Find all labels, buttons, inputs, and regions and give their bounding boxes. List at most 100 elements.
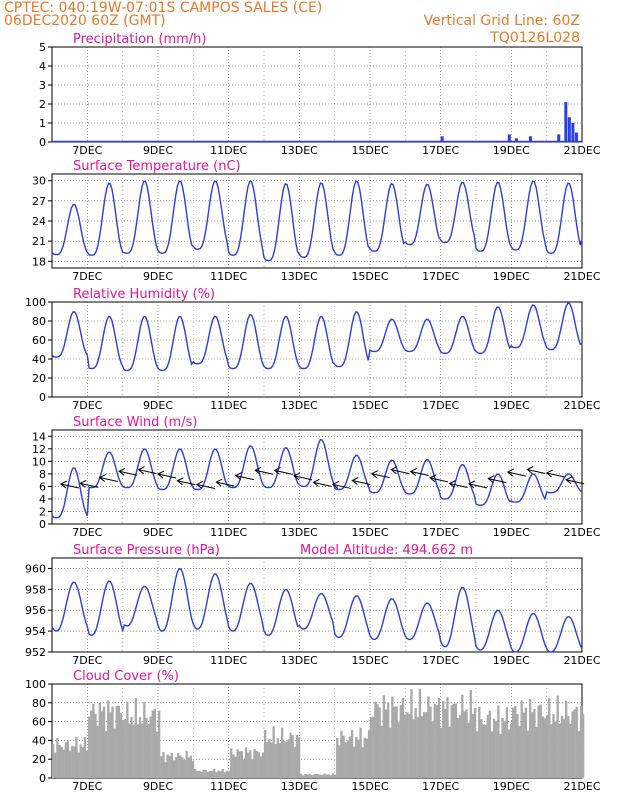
panel-1-y-tick-label: 5 xyxy=(39,41,46,54)
cloud-bar xyxy=(319,774,322,778)
cloud-bar xyxy=(117,705,121,778)
cloud-bar xyxy=(200,771,203,778)
panel-4-x-tick-label: 7DEC xyxy=(72,526,102,539)
panel-6-x-tick-label: 17DEC xyxy=(422,780,459,793)
cloud-bar xyxy=(211,770,214,778)
cloud-bar xyxy=(242,759,246,778)
cloud-bar xyxy=(58,744,61,778)
precip-bar xyxy=(529,136,532,142)
cloud-bar xyxy=(136,724,140,778)
panel-1-title: Precipitation (mm/h) xyxy=(73,32,206,47)
cloud-bar xyxy=(304,773,307,778)
cloud-bar xyxy=(386,702,390,778)
cloud-bar xyxy=(151,710,154,778)
cloud-bar xyxy=(512,707,515,778)
cloud-bar xyxy=(102,706,106,778)
cloud-bar xyxy=(380,725,383,778)
cloud-bar xyxy=(105,730,108,778)
cloud-bar xyxy=(522,712,525,778)
panel-3-x-tick-label: 15DEC xyxy=(351,399,388,412)
cloud-bar xyxy=(442,700,445,778)
station-header: CPTEC: 040:19W-07:01S CAMPOS SALES (CE) xyxy=(4,0,322,16)
panel-4-frame xyxy=(51,429,583,525)
panel-3-y-tick-label: 20 xyxy=(32,372,46,385)
cloud-bar xyxy=(518,726,521,778)
cloud-bar xyxy=(287,739,290,778)
panel-2-x-tick-label: 15DEC xyxy=(351,270,388,283)
panel-3-y-tick-label: 80 xyxy=(32,315,46,328)
cloud-bar xyxy=(543,718,547,778)
cloud-bar xyxy=(73,746,76,778)
cloud-bar xyxy=(134,698,137,778)
panel-4-y-tick-label: 10 xyxy=(32,455,46,468)
cloud-bar xyxy=(408,713,411,778)
cloud-bar xyxy=(293,746,296,778)
panel-6-y-tick-label: 80 xyxy=(32,697,46,710)
cloud-bar xyxy=(365,738,369,778)
cloud-bar xyxy=(183,760,186,778)
cloud-bar xyxy=(312,774,316,778)
wind-arrow xyxy=(410,471,429,476)
cloud-bar xyxy=(562,718,566,778)
cloud-bar xyxy=(172,760,176,778)
panel-4-series-line xyxy=(51,438,583,519)
cloud-bar xyxy=(359,727,362,778)
cloud-bar xyxy=(300,773,303,778)
panel-4-x-tick-label: 15DEC xyxy=(351,526,388,539)
cloud-bar xyxy=(509,723,513,778)
cloud-bar xyxy=(268,739,271,778)
wind-arrow xyxy=(332,483,352,489)
cloud-bar xyxy=(236,749,239,778)
cloud-bar xyxy=(406,712,409,778)
cloud-bar xyxy=(560,715,564,778)
cloud-bar xyxy=(259,756,263,778)
wind-arrow-head xyxy=(234,472,242,480)
cloud-bar xyxy=(223,772,227,778)
cloud-bar xyxy=(90,710,93,778)
cloud-bar xyxy=(94,713,97,778)
cloud-bar xyxy=(516,714,519,778)
cloud-bar xyxy=(469,689,472,778)
cloud-bar xyxy=(189,755,193,778)
cloud-bar xyxy=(372,716,375,778)
panel-4-y-tick-label: 6 xyxy=(39,480,46,493)
cloud-bar xyxy=(83,737,87,778)
cloud-bar xyxy=(181,757,184,778)
precip-bar xyxy=(574,132,578,142)
panel-3-y-tick-label: 60 xyxy=(32,334,46,347)
cloud-bar xyxy=(573,709,576,778)
panel-2-x-tick-label: 21DEC xyxy=(563,270,600,283)
panel-6-title: Cloud Cover (%) xyxy=(73,669,179,684)
cloud-bar xyxy=(66,740,70,778)
cloud-bar xyxy=(579,706,583,778)
panel-3-x-tick-label: 9DEC xyxy=(143,399,173,412)
panel-3-x-tick-label: 7DEC xyxy=(72,399,102,412)
cloud-bar xyxy=(444,708,447,778)
cloud-bar xyxy=(208,770,212,778)
wind-arrow-head xyxy=(468,480,476,489)
cloud-bar xyxy=(240,751,243,778)
cloud-bar xyxy=(412,719,415,778)
panel-2-y-tick-label: 24 xyxy=(32,215,46,228)
cloud-bar xyxy=(244,747,248,778)
cloud-bar xyxy=(476,731,479,778)
wind-arrow xyxy=(80,482,99,488)
wind-arrow-head xyxy=(118,467,126,476)
cloud-bar xyxy=(505,707,508,778)
wind-arrow-head xyxy=(351,477,359,485)
cloud-bar xyxy=(582,713,585,778)
cloud-bar xyxy=(257,752,260,778)
panel-5-frame xyxy=(51,557,583,653)
cloud-bar xyxy=(121,720,125,778)
cloud-bar xyxy=(276,738,280,778)
cloud-bar xyxy=(109,712,112,778)
cloud-bar xyxy=(478,706,481,778)
panel-5-x-tick-label: 9DEC xyxy=(143,654,173,667)
panel-5-y-tick-label: 954 xyxy=(25,625,46,638)
wind-arrow-head xyxy=(390,466,398,474)
precip-bar xyxy=(514,138,518,142)
cloud-bar xyxy=(232,754,235,778)
cloud-bar xyxy=(346,740,349,778)
panel-1-x-tick-label: 7DEC xyxy=(72,144,102,157)
panel-4-y-tick-label: 12 xyxy=(32,443,46,456)
